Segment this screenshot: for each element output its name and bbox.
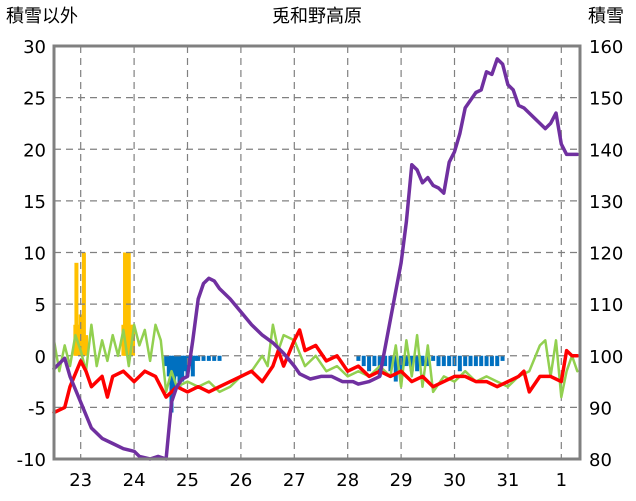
left-axis-label: 積雪以外 xyxy=(6,6,78,27)
right-tick-label: 150 xyxy=(589,89,623,110)
snow_change-bar xyxy=(425,355,430,367)
snow_change-bar xyxy=(201,355,206,361)
snow_change-bar xyxy=(404,355,409,367)
plot-frame xyxy=(52,44,582,461)
right-tick-label: 110 xyxy=(589,295,623,316)
lines-layer xyxy=(52,57,580,461)
snow_change-bar xyxy=(206,355,211,361)
snow_change-bar xyxy=(399,355,404,377)
other-line xyxy=(52,323,579,399)
right-tick-label: 160 xyxy=(589,37,623,58)
left-tick-label: 0 xyxy=(35,347,46,368)
snow_change-bar xyxy=(190,355,195,377)
right-tick-label: 100 xyxy=(589,347,623,368)
right-tick-label: 140 xyxy=(589,140,623,161)
snow_change-bar xyxy=(489,355,494,367)
snow_change-bar xyxy=(500,355,505,361)
snow_change-bar xyxy=(415,355,420,372)
right-tick-label: 90 xyxy=(589,398,612,419)
snow_change-bar xyxy=(212,355,217,361)
snow_change-bar xyxy=(420,355,425,367)
snow_change-bar xyxy=(441,355,446,367)
right-tick-label: 80 xyxy=(589,450,612,471)
snow_change-bar xyxy=(164,355,169,367)
x-tick-label-27: 27 xyxy=(283,470,306,491)
snow_change-bar xyxy=(367,355,372,372)
right-tick-label: 130 xyxy=(589,192,623,213)
snow_change-bar xyxy=(180,355,185,382)
snow_change-bar xyxy=(431,355,436,361)
snow_change-bar xyxy=(388,355,393,372)
snow_change-bar xyxy=(182,355,187,372)
precipitation-bar xyxy=(84,335,89,356)
snow_change-bar xyxy=(174,355,179,377)
snow_change-bar xyxy=(169,355,174,413)
snow_depth-line xyxy=(52,57,580,461)
snow_change-bar xyxy=(356,355,361,361)
snow_change-bar xyxy=(473,355,478,367)
precipitation-bar xyxy=(79,324,84,356)
left-tick-label: 10 xyxy=(23,244,46,265)
x-tick-label-31: 31 xyxy=(496,470,519,491)
snow_change-bar xyxy=(436,355,441,367)
right-axis-label: 積雪 xyxy=(588,6,624,27)
right-tick-label: 120 xyxy=(589,244,623,265)
left-tick-label: 30 xyxy=(23,37,46,58)
temperature-line xyxy=(52,328,580,415)
left-tick-label: 20 xyxy=(23,140,46,161)
x-tick-label-25: 25 xyxy=(176,470,199,491)
x-tick-label-26: 26 xyxy=(229,470,252,491)
grid-layer xyxy=(54,45,580,460)
left-tick-label: -5 xyxy=(28,398,46,419)
ticks-layer: -10-505101520253080901001101201301401501… xyxy=(17,37,624,491)
snow_change-bar xyxy=(393,355,398,382)
snow_change-bar xyxy=(447,355,452,367)
snow_change-bar xyxy=(217,355,222,361)
snow_change-bar xyxy=(166,355,171,377)
snow_change-bar xyxy=(495,355,500,367)
left-tick-label: 15 xyxy=(23,192,46,213)
x-tick-label-29: 29 xyxy=(390,470,413,491)
snow_change-bar xyxy=(383,355,388,367)
snow_change-bar xyxy=(372,355,377,367)
snow_change-bar xyxy=(172,355,177,392)
left-tick-label: -10 xyxy=(17,450,46,471)
x-tick-label-30: 30 xyxy=(443,470,466,491)
snow_change-bar xyxy=(409,355,414,372)
snow_change-bar xyxy=(468,355,473,367)
snow_change-bar xyxy=(361,355,366,367)
x-tick-label-24: 24 xyxy=(123,470,146,491)
snow_change-bar xyxy=(177,355,182,387)
x-tick-label-1: 1 xyxy=(556,470,567,491)
snow_change-bar xyxy=(463,355,468,367)
snow_change-bar xyxy=(457,355,462,372)
left-tick-label: 5 xyxy=(35,295,46,316)
snow_change-bar xyxy=(193,355,198,361)
x-tick-label-28: 28 xyxy=(336,470,359,491)
bars-layer xyxy=(73,252,505,413)
snow_change-bar xyxy=(479,355,484,367)
x-tick-label-23: 23 xyxy=(69,470,92,491)
precipitation-bar xyxy=(74,262,79,356)
chart-title: 兎和野高原 xyxy=(272,6,362,27)
left-tick-label: 25 xyxy=(23,89,46,110)
snow_change-bar xyxy=(484,355,489,367)
snow_change-bar xyxy=(196,355,201,361)
